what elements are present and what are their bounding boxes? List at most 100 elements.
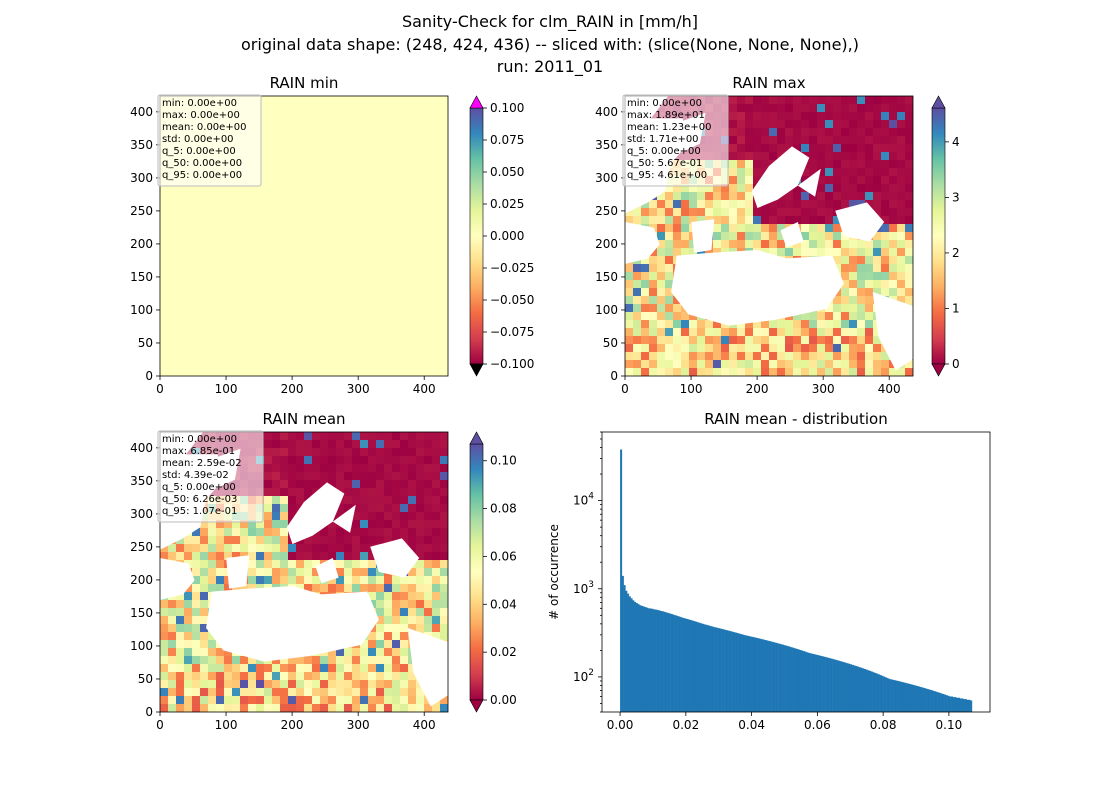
histogram-bar bbox=[843, 662, 846, 712]
histogram-bar bbox=[811, 653, 814, 712]
x-tick-label: 0.00 bbox=[607, 718, 634, 732]
stats-line: std: 4.39e-02 bbox=[162, 470, 229, 481]
x-tick-label: 300 bbox=[347, 382, 370, 396]
figure-title-line-1: Sanity-Check for clm_RAIN in [mm/h] bbox=[401, 12, 699, 31]
colorbar-extend-bottom bbox=[469, 363, 484, 377]
colorbar-tick-label: −0.100 bbox=[490, 357, 534, 371]
histogram-bar bbox=[926, 688, 929, 712]
histogram-bar bbox=[874, 672, 877, 712]
x-tick-label: 200 bbox=[281, 382, 304, 396]
ocean-mask bbox=[286, 482, 345, 544]
figure-title-line-2: original data shape: (248, 424, 436) -- … bbox=[241, 35, 859, 54]
histogram-bar bbox=[937, 692, 940, 712]
histogram-bar bbox=[883, 676, 886, 712]
stats-line: std: 0.00e+00 bbox=[162, 134, 234, 145]
histogram-bar bbox=[663, 611, 666, 712]
histogram-bar bbox=[620, 449, 623, 712]
histogram-bar bbox=[733, 632, 736, 712]
histogram-bar bbox=[670, 613, 673, 712]
histogram-bar bbox=[773, 642, 776, 712]
stats-line: mean: 1.23e+00 bbox=[627, 122, 711, 133]
histogram-bar bbox=[712, 626, 715, 712]
histogram-bar bbox=[738, 633, 741, 712]
stats-line: q_50: 6.26e-03 bbox=[162, 494, 237, 505]
colorbar-tick-label: 0.075 bbox=[490, 133, 524, 147]
histogram-bar bbox=[956, 697, 959, 712]
colorbar-mean: 0.10 0.08 0.06 0.04 0.02 0.00 bbox=[469, 431, 517, 713]
histogram-bar bbox=[775, 642, 778, 712]
histogram-bar bbox=[764, 640, 767, 712]
histogram-bar bbox=[957, 697, 961, 712]
histogram-bar bbox=[912, 684, 915, 712]
x-tick-label: 0 bbox=[156, 382, 164, 396]
histogram-bar bbox=[658, 610, 661, 712]
colorbar-min: 0.100 0.075 0.050 0.025 0.000 −0.025 −0.050 −0.… bbox=[469, 95, 534, 377]
x-tick-label: 100 bbox=[215, 718, 238, 732]
histogram-bar bbox=[853, 665, 856, 712]
y-tick-label: 50 bbox=[138, 672, 153, 686]
histogram-bar bbox=[856, 666, 859, 712]
histogram-bar bbox=[644, 607, 647, 712]
ocean-mask bbox=[370, 538, 420, 578]
histogram-bar bbox=[809, 653, 812, 712]
histogram-bar bbox=[787, 646, 790, 712]
x-tick-label: 300 bbox=[812, 382, 835, 396]
x-tick-label: 400 bbox=[413, 382, 436, 396]
colorbar-max: 4 3 2 1 0 bbox=[931, 95, 960, 377]
colorbar-tick-label: 0.100 bbox=[490, 101, 524, 115]
histogram-bar bbox=[688, 619, 691, 712]
y-tick-label: 0 bbox=[610, 369, 618, 383]
histogram-bar bbox=[849, 664, 853, 712]
colorbar-gradient bbox=[931, 107, 946, 365]
histogram-bar bbox=[836, 660, 839, 712]
histogram-bar bbox=[825, 657, 828, 712]
axes-frame bbox=[159, 431, 449, 713]
histogram-bar bbox=[867, 670, 870, 712]
histogram-bar bbox=[914, 685, 917, 712]
axes-frame bbox=[624, 95, 914, 377]
histogram-bar bbox=[865, 669, 868, 712]
histogram-bars bbox=[620, 449, 973, 712]
y-tick-label: 104 bbox=[573, 492, 594, 508]
histogram-bar bbox=[844, 662, 847, 712]
histogram-bar bbox=[637, 604, 640, 712]
histogram-bar bbox=[830, 658, 833, 712]
histogram-bar bbox=[627, 593, 630, 712]
histogram-bar bbox=[951, 696, 954, 712]
histogram-bar bbox=[766, 640, 769, 712]
stats-line: min: 0.00e+00 bbox=[162, 434, 237, 445]
histogram-bar bbox=[719, 628, 722, 712]
histogram-bar bbox=[628, 596, 631, 712]
histogram-bar bbox=[703, 624, 706, 712]
histogram-bar bbox=[917, 686, 920, 712]
histogram-bar bbox=[707, 625, 710, 712]
histogram-bar bbox=[829, 658, 832, 712]
histogram-bar bbox=[679, 616, 682, 712]
y-tick-label: 350 bbox=[595, 138, 618, 152]
colorbar-extend-bottom bbox=[469, 699, 484, 713]
colorbar-tick-label: 4 bbox=[952, 135, 960, 149]
colorbar-tick-label: 0.025 bbox=[490, 197, 524, 211]
histogram-bar bbox=[879, 675, 882, 712]
ocean-mask bbox=[407, 628, 448, 707]
histogram-bar bbox=[698, 622, 701, 712]
ocean-mask bbox=[625, 222, 660, 264]
histogram-bar bbox=[667, 612, 670, 712]
histogram-bar bbox=[674, 615, 677, 712]
histogram-bar bbox=[757, 638, 760, 712]
histogram-bar bbox=[623, 585, 626, 712]
histogram-bar bbox=[970, 700, 973, 712]
histogram-bar bbox=[700, 623, 703, 712]
colorbar-tick-label: 0.00 bbox=[490, 693, 517, 707]
histogram-bar bbox=[721, 628, 724, 712]
histogram-bar bbox=[954, 697, 957, 712]
stats-line: q_95: 0.00e+00 bbox=[162, 170, 242, 181]
histogram-bar bbox=[754, 637, 757, 712]
histogram-bar bbox=[782, 644, 785, 712]
ocean-mask bbox=[872, 292, 913, 371]
histogram-bar bbox=[632, 600, 635, 712]
y-tick-label: 0 bbox=[145, 369, 153, 383]
histogram-bar bbox=[771, 641, 774, 712]
colorbar-extend-bottom bbox=[931, 363, 946, 377]
y-axis-label: # of occurrence bbox=[547, 524, 561, 620]
